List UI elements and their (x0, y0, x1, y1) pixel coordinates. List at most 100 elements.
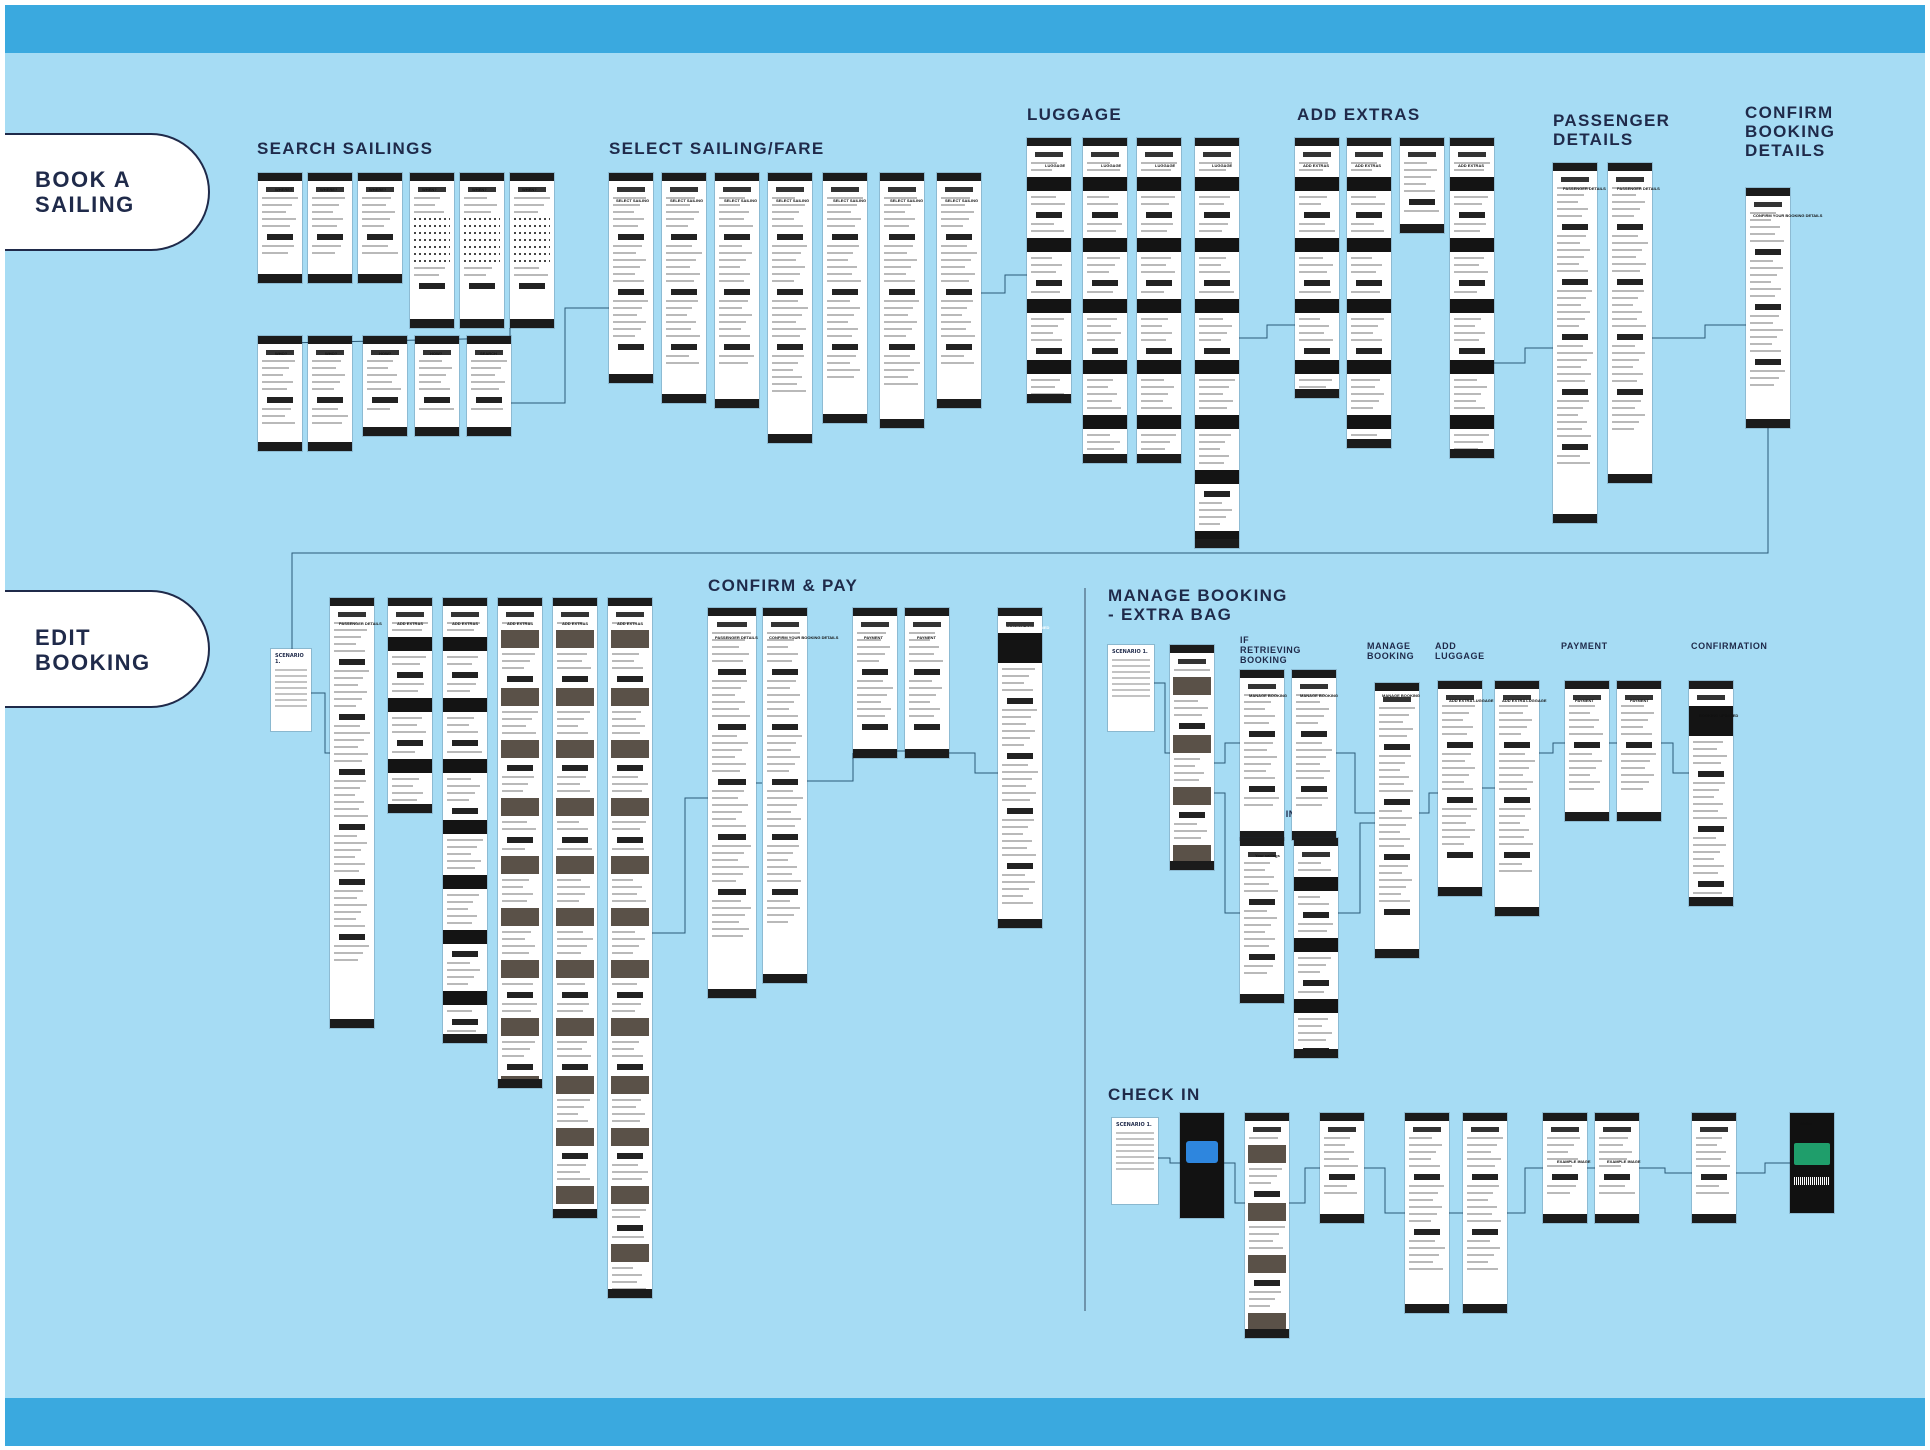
section-passenger-details: PASSENGER DETAILS (1553, 111, 1671, 149)
wireframe-screen (852, 607, 898, 759)
wireframe-screen (1026, 137, 1072, 404)
screen-label: HOW? (430, 351, 443, 356)
flow-connector (511, 307, 609, 404)
screen-label: PAYMENT (1575, 698, 1594, 703)
wireframe-screen (466, 335, 512, 437)
wireframe-screen (1346, 137, 1392, 449)
screen-label: EXAMPLE IMAGE (1607, 1159, 1641, 1164)
wireframe-screen (1239, 669, 1285, 841)
screen-label: BOOKING UPDATED (1699, 713, 1739, 718)
wireframe-screen (1136, 137, 1182, 464)
wireframe-screen (607, 597, 653, 1299)
wireframe-screen (822, 172, 868, 424)
pill-book-a-sailing: BOOK A SAILING (5, 133, 210, 251)
screen-label: SELECT SAILING (833, 198, 867, 203)
screen-label: WHO? (275, 351, 288, 356)
wireframe-screen (661, 172, 707, 404)
wireframe-screen (1542, 1112, 1588, 1224)
note-edit-scenario-title: SCENARIO 1. (275, 653, 304, 665)
pill-edit-booking-label: EDIT BOOKING (35, 625, 151, 675)
wireframe-screen (1449, 137, 1495, 459)
screen-label: CONFIRM YOUR BOOKING DETAILS (1753, 213, 1823, 218)
flow-connector (1364, 1167, 1405, 1214)
wireframe-screen (608, 172, 654, 384)
screen-label: PASSENGER DETAILS (1617, 186, 1660, 191)
wireframe-screen (1462, 1112, 1508, 1314)
board-canvas: BOOK A SAILING EDIT BOOKING SEARCH SAILI… (5, 53, 1925, 1398)
flow-connector (1336, 752, 1375, 814)
screen-label: ADD EXTRAS (1458, 163, 1485, 168)
screen-label: WHEN? (422, 187, 437, 192)
flow-connector (1539, 742, 1565, 754)
label-if-retrieving-booking: IF RETRIEVING BOOKING (1240, 635, 1302, 665)
section-luggage: LUGGAGE (1027, 105, 1123, 124)
screen-label: PASSENGER DETAILS (1563, 186, 1606, 191)
wireframe-screen (1374, 682, 1420, 959)
screen-label: BOOKING CONFIRMED (1005, 625, 1050, 630)
screen-label: ADD EXTRAS (1303, 163, 1330, 168)
flow-connector (1214, 792, 1240, 914)
screen-label: LUGGAGE (1212, 163, 1233, 168)
pill-book-a-sailing-label: BOOK A SAILING (35, 167, 135, 217)
flow-connector (1214, 742, 1240, 764)
wireframe-screen (497, 597, 543, 1089)
section-manage-booking-extra-bag: MANAGE BOOKING - EXTRA BAG (1108, 586, 1288, 624)
screen-label: MANAGE BOOKING (1382, 693, 1420, 698)
top-band (5, 5, 1925, 53)
screen-label: SELECT SAILING (890, 198, 924, 203)
flow-connector (1419, 792, 1438, 814)
screen-label: ADD EXTRAS (507, 621, 534, 626)
screen-label: Wallet (1800, 1121, 1812, 1126)
bottom-band (5, 1398, 1925, 1446)
flow-connector (1338, 822, 1375, 914)
wireframe-screen (997, 607, 1043, 929)
wireframe-screen (1594, 1112, 1640, 1224)
wireframe-screen (552, 597, 598, 1219)
screen-label: SEARCH (480, 351, 497, 356)
screen-label: ADD EXTRA LUGGAGE (1502, 698, 1547, 703)
note-checkin-scenario: SCENARIO 1. (1111, 1117, 1159, 1205)
flow-connector (1639, 1167, 1692, 1174)
section-search-sailings: SEARCH SAILINGS (257, 139, 434, 158)
note-edit-scenario: SCENARIO 1. (270, 648, 312, 732)
wireframe-screen (362, 335, 408, 437)
flow-connector (1224, 1162, 1245, 1204)
label-confirmation: CONFIRMATION (1691, 641, 1768, 651)
screen-label: MANAGE BOOKING (1300, 693, 1338, 698)
screen-label: SELECT SAILING (776, 198, 810, 203)
flow-connectors (284, 274, 1790, 1311)
wireframe-screen (1404, 1112, 1450, 1314)
label-manage-booking: MANAGE BOOKING (1367, 641, 1415, 661)
note-checkin-scenario-title: SCENARIO 1. (1116, 1122, 1152, 1128)
flow-connector (1494, 347, 1553, 364)
screen-label: WHERE? (369, 187, 387, 192)
wireframe-screen (1291, 669, 1337, 841)
flow-connector (1289, 1167, 1320, 1204)
screen-label: SELECT SAILING (724, 198, 758, 203)
screen-label: WHEN? (472, 187, 487, 192)
screen-label: LUGGAGE (1045, 163, 1066, 168)
wireframe-screen (1564, 680, 1610, 822)
wireframe-screen (357, 172, 403, 284)
flow-connector (1158, 1157, 1180, 1164)
wireframe-screen (459, 172, 505, 329)
screen-label: WHERE? (320, 187, 338, 192)
screen-label: LUGGAGE (1101, 163, 1122, 168)
wireframe-screen (707, 607, 757, 999)
wireframe-screen (1745, 187, 1791, 429)
screen-label: EXAMPLE IMAGE (1557, 1159, 1591, 1164)
wireframe-screen (1239, 837, 1285, 1004)
flow-connector (1652, 324, 1746, 339)
section-check-in: CHECK IN (1108, 1085, 1201, 1104)
flow-connector (652, 797, 708, 934)
screen-label: ADD EXTRAS (452, 621, 479, 626)
wireframe-screen (714, 172, 760, 409)
flow-connector (1736, 1162, 1790, 1174)
section-select-sailing-fare: SELECT SAILING/FARE (609, 139, 825, 158)
wireframe-screen (1082, 137, 1128, 464)
wireframe-screen (1607, 162, 1653, 484)
screen-label: ADD EXTRAS (617, 621, 644, 626)
wireframe-screen (767, 172, 813, 444)
wireframe-screen (1244, 1112, 1290, 1339)
note-manage-scenario: SCENARIO 1. (1107, 644, 1155, 732)
